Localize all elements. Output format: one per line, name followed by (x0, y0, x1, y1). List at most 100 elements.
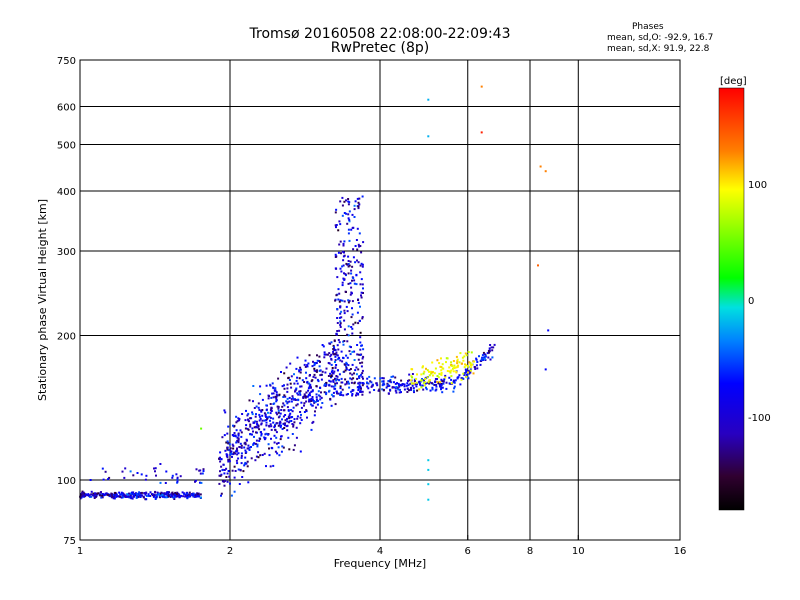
data-point (452, 370, 455, 373)
data-point (345, 354, 348, 357)
data-point (178, 495, 181, 498)
data-point (420, 379, 422, 382)
data-point (163, 496, 166, 499)
data-point (278, 422, 281, 425)
data-point (334, 382, 337, 385)
data-point (352, 248, 355, 251)
data-point (361, 317, 364, 320)
data-point (292, 448, 295, 451)
data-point (448, 370, 451, 373)
data-point (246, 465, 249, 468)
data-point (375, 382, 378, 385)
data-point (305, 409, 308, 412)
data-point (295, 379, 298, 382)
data-point (450, 361, 453, 364)
data-point (160, 491, 163, 494)
data-point (423, 379, 425, 382)
data-point (229, 482, 231, 485)
data-point (410, 375, 413, 378)
data-point (283, 404, 286, 407)
data-point (277, 407, 280, 410)
data-point (334, 366, 337, 369)
data-point (277, 409, 280, 412)
data-point (360, 251, 363, 254)
data-point (310, 397, 313, 400)
data-point (226, 440, 229, 443)
data-point (475, 357, 478, 360)
data-point (357, 299, 359, 301)
data-point (330, 404, 333, 407)
data-point (305, 400, 308, 403)
data-point (240, 444, 243, 447)
data-point (355, 283, 358, 286)
data-point (233, 425, 236, 428)
data-point (492, 346, 495, 349)
data-point (470, 351, 473, 354)
data-point (273, 426, 276, 429)
data-point (464, 363, 466, 366)
x-tick-label: 16 (674, 546, 687, 557)
data-point (350, 390, 353, 393)
data-point (275, 436, 278, 439)
data-point (324, 383, 326, 386)
data-point (258, 428, 261, 431)
data-point (120, 491, 123, 494)
data-point (337, 348, 340, 351)
data-point (225, 467, 228, 470)
data-point (303, 402, 306, 405)
data-point (151, 493, 154, 496)
data-point (282, 402, 285, 405)
data-point (320, 406, 323, 409)
data-point (140, 491, 143, 494)
data-point (357, 382, 360, 385)
data-point (440, 385, 443, 388)
data-point (193, 495, 196, 498)
data-point (349, 368, 352, 370)
data-point (305, 371, 307, 374)
data-point (330, 353, 333, 356)
data-point (360, 373, 363, 376)
data-point (331, 367, 334, 369)
data-point (418, 380, 421, 383)
data-point (317, 399, 319, 402)
data-point (348, 299, 351, 302)
data-point (325, 381, 328, 384)
data-point (300, 406, 303, 409)
data-point (283, 372, 286, 375)
data-point (236, 436, 239, 439)
data-point (303, 381, 306, 383)
data-point (424, 378, 427, 380)
data-point (313, 367, 316, 370)
data-point (418, 388, 421, 391)
data-point (85, 493, 88, 496)
data-point (478, 355, 480, 358)
data-point (444, 376, 447, 379)
data-point (104, 492, 107, 495)
data-point (329, 397, 332, 400)
data-point (227, 449, 230, 452)
data-point (357, 368, 360, 371)
data-point (108, 476, 111, 479)
data-point (419, 380, 422, 383)
data-point (120, 496, 123, 499)
data-point (348, 382, 350, 385)
data-point (339, 312, 342, 315)
data-point (297, 393, 300, 396)
data-point (285, 425, 288, 428)
data-point (378, 388, 381, 391)
data-point (267, 394, 270, 397)
data-point (415, 385, 418, 388)
data-point (429, 389, 432, 392)
data-point (240, 462, 243, 465)
data-point (341, 281, 344, 284)
data-point (237, 457, 240, 460)
data-point (254, 420, 257, 423)
data-point (275, 411, 278, 414)
data-point (334, 359, 337, 362)
data-point (338, 300, 341, 303)
data-point (353, 382, 356, 385)
data-point (311, 398, 314, 401)
data-point (245, 438, 248, 441)
data-point (246, 414, 249, 417)
data-point (403, 383, 406, 386)
